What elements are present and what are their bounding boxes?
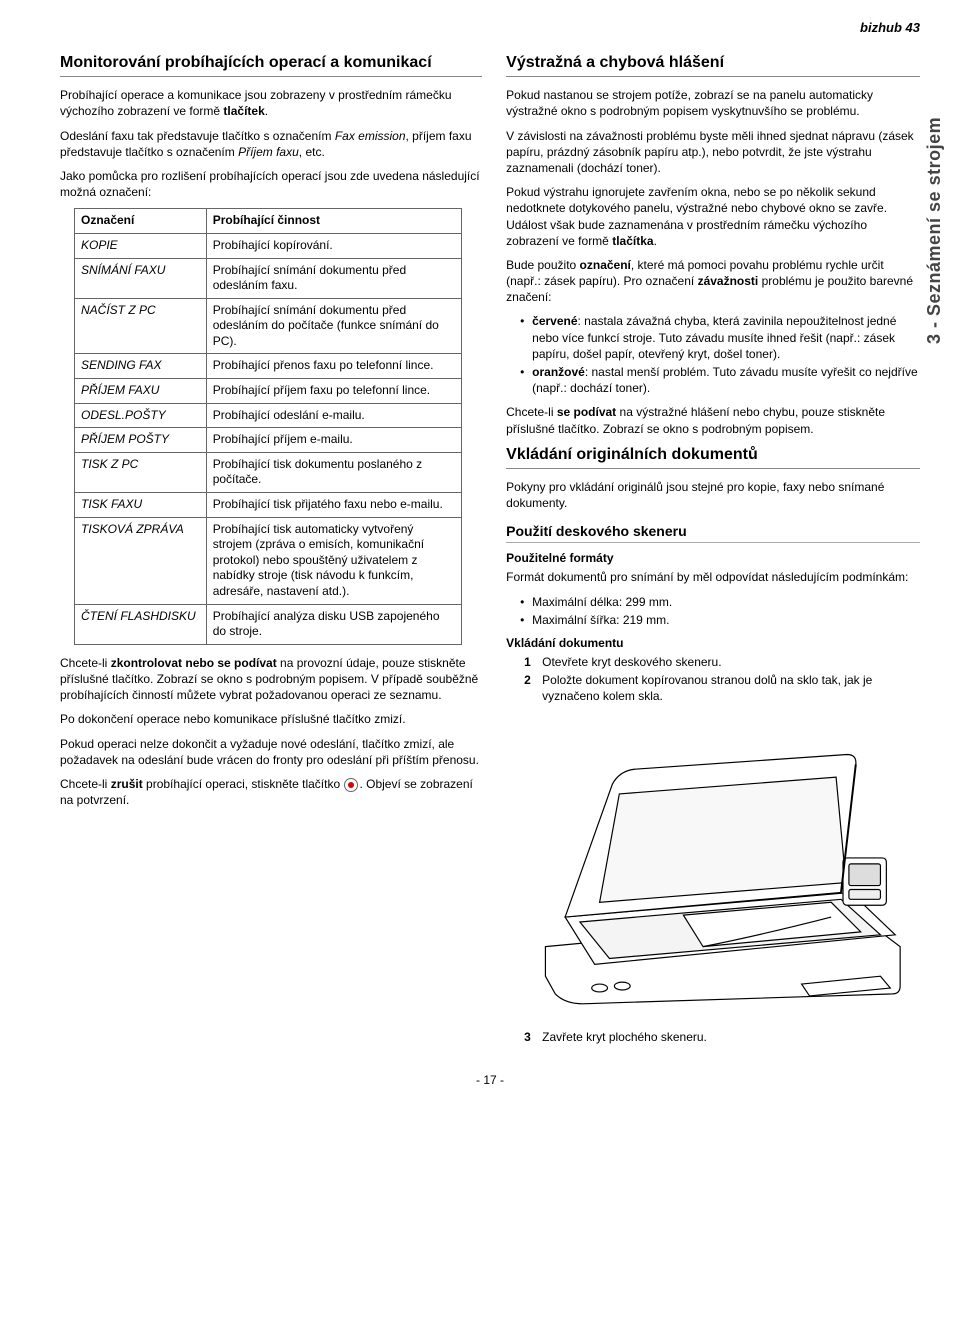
right-p6: Pokyny pro vkládání originálů jsou stejn… bbox=[506, 479, 920, 511]
list-item: Otevřete kryt deskového skeneru. bbox=[524, 654, 920, 670]
loading-steps-cont: Zavřete kryt plochého skeneru. bbox=[506, 1029, 920, 1045]
left-p6: Pokud operaci nelze dokončit a vyžaduje … bbox=[60, 736, 482, 768]
list-item: oranžové: nastal menší problém. Tuto záv… bbox=[520, 364, 920, 396]
th-activity: Probíhající činnost bbox=[206, 209, 462, 234]
text-italic: Příjem faxu bbox=[238, 145, 299, 159]
left-p3: Jako pomůcka pro rozlišení probíhajících… bbox=[60, 168, 482, 200]
left-p7: Chcete-li zrušit probíhající operaci, st… bbox=[60, 776, 482, 808]
list-item: Zavřete kryt plochého skeneru. bbox=[524, 1029, 920, 1045]
list-item: červené: nastala závažná chyba, která za… bbox=[520, 313, 920, 362]
left-p5: Po dokončení operace nebo komunikace pří… bbox=[60, 711, 482, 727]
td-label: KOPIE bbox=[75, 233, 207, 258]
text: . bbox=[265, 104, 268, 118]
td-desc: Probíhající snímání dokumentu před odesl… bbox=[206, 298, 462, 354]
text: Chcete-li bbox=[60, 777, 111, 791]
left-p1: Probíhající operace a komunikace jsou zo… bbox=[60, 87, 482, 119]
text: Bude použito bbox=[506, 258, 579, 272]
stop-icon bbox=[344, 778, 358, 792]
td-desc: Probíhající odeslání e-mailu. bbox=[206, 403, 462, 428]
subsub-formats: Použitelné formáty bbox=[506, 551, 920, 565]
text-bold: červené bbox=[532, 314, 577, 328]
td-label: PŘÍJEM POŠTY bbox=[75, 428, 207, 453]
list-item: Položte dokument kopírovanou stranou dol… bbox=[524, 672, 920, 704]
right-p5: Chcete-li se podívat na výstražné hlášen… bbox=[506, 404, 920, 436]
subsub-loading: Vkládání dokumentu bbox=[506, 636, 920, 650]
text: Odeslání faxu tak představuje tlačítko s… bbox=[60, 129, 335, 143]
td-desc: Probíhající příjem e-mailu. bbox=[206, 428, 462, 453]
text-bold: oranžové bbox=[532, 365, 585, 379]
right-p1: Pokud nastanou se strojem potíže, zobraz… bbox=[506, 87, 920, 119]
td-desc: Probíhající kopírování. bbox=[206, 233, 462, 258]
operations-table: Označení Probíhající činnost KOPIEProbíh… bbox=[74, 208, 462, 644]
td-label: TISKOVÁ ZPRÁVA bbox=[75, 517, 207, 604]
td-desc: Probíhající tisk dokumentu poslaného z p… bbox=[206, 452, 462, 492]
text: Chcete-li bbox=[60, 656, 111, 670]
subsection-flatbed: Použití deskového skeneru bbox=[506, 523, 920, 543]
td-desc: Probíhající tisk automaticky vytvořený s… bbox=[206, 517, 462, 604]
td-desc: Probíhající přenos faxu po telefonní lin… bbox=[206, 354, 462, 379]
td-desc: Probíhající příjem faxu po telefonní lin… bbox=[206, 379, 462, 404]
text: : nastala závažná chyba, která zavinila … bbox=[532, 314, 896, 360]
td-label: NAČÍST Z PC bbox=[75, 298, 207, 354]
section-warnings-heading: Výstražná a chybová hlášení bbox=[506, 53, 920, 77]
text-bold: tlačítek bbox=[223, 104, 264, 118]
td-label: TISK Z PC bbox=[75, 452, 207, 492]
td-desc: Probíhající tisk přijatého faxu nebo e-m… bbox=[206, 493, 462, 518]
format-limits-list: Maximální délka: 299 mm. Maximální šířka… bbox=[506, 594, 920, 628]
text-bold: závažnosti bbox=[698, 274, 759, 288]
text: probíhající operaci, stiskněte tlačítko bbox=[143, 777, 344, 791]
right-p3: Pokud výstrahu ignorujete zavřením okna,… bbox=[506, 184, 920, 249]
right-column: Výstražná a chybová hlášení Pokud nastan… bbox=[506, 49, 920, 1053]
td-label: PŘÍJEM FAXU bbox=[75, 379, 207, 404]
th-label: Označení bbox=[75, 209, 207, 234]
text-italic: Fax emission bbox=[335, 129, 406, 143]
left-p2: Odeslání faxu tak představuje tlačítko s… bbox=[60, 128, 482, 160]
right-p7: Formát dokumentů pro snímání by měl odpo… bbox=[506, 569, 920, 585]
left-column: Monitorování probíhajících operací a kom… bbox=[60, 49, 482, 1053]
td-desc: Probíhající snímání dokumentu před odesl… bbox=[206, 258, 462, 298]
chapter-side-tab: 3 - Seznámení se strojem bbox=[924, 50, 952, 410]
list-item: Maximální délka: 299 mm. bbox=[520, 594, 920, 610]
text: . bbox=[654, 234, 657, 248]
loading-steps: Otevřete kryt deskového skeneru. Položte… bbox=[506, 654, 920, 705]
page-number: - 17 - bbox=[60, 1073, 920, 1087]
td-label: SNÍMÁNÍ FAXU bbox=[75, 258, 207, 298]
td-label: SENDING FAX bbox=[75, 354, 207, 379]
section-loading-heading: Vkládání originálních dokumentů bbox=[506, 445, 920, 469]
text-bold: tlačítka bbox=[612, 234, 653, 248]
right-p4: Bude použito označení, které má pomoci p… bbox=[506, 257, 920, 306]
text: , etc. bbox=[299, 145, 325, 159]
right-p2: V závislosti na závažnosti problému byst… bbox=[506, 128, 920, 177]
text: Pokud výstrahu ignorujete zavřením okna,… bbox=[506, 185, 887, 248]
list-item: Maximální šířka: 219 mm. bbox=[520, 612, 920, 628]
flatbed-scanner-illustration bbox=[506, 720, 920, 1016]
td-label: ČTENÍ FLASHDISKU bbox=[75, 604, 207, 644]
text-bold: označení bbox=[580, 258, 631, 272]
text: : nastal menší problém. Tuto závadu musí… bbox=[532, 365, 918, 395]
product-header: bizhub 43 bbox=[60, 20, 920, 35]
td-desc: Probíhající analýza disku USB zapojeného… bbox=[206, 604, 462, 644]
text-bold: zkontrolovat nebo se podívat bbox=[111, 656, 277, 670]
severity-color-list: červené: nastala závažná chyba, která za… bbox=[506, 313, 920, 396]
section-monitoring-heading: Monitorování probíhajících operací a kom… bbox=[60, 53, 482, 77]
text: Chcete-li bbox=[506, 405, 557, 419]
text-bold: zrušit bbox=[111, 777, 143, 791]
text-bold: se podívat bbox=[557, 405, 616, 419]
td-label: ODESL.POŠTY bbox=[75, 403, 207, 428]
two-column-layout: Monitorování probíhajících operací a kom… bbox=[60, 49, 920, 1053]
td-label: TISK FAXU bbox=[75, 493, 207, 518]
left-p4: Chcete-li zkontrolovat nebo se podívat n… bbox=[60, 655, 482, 704]
